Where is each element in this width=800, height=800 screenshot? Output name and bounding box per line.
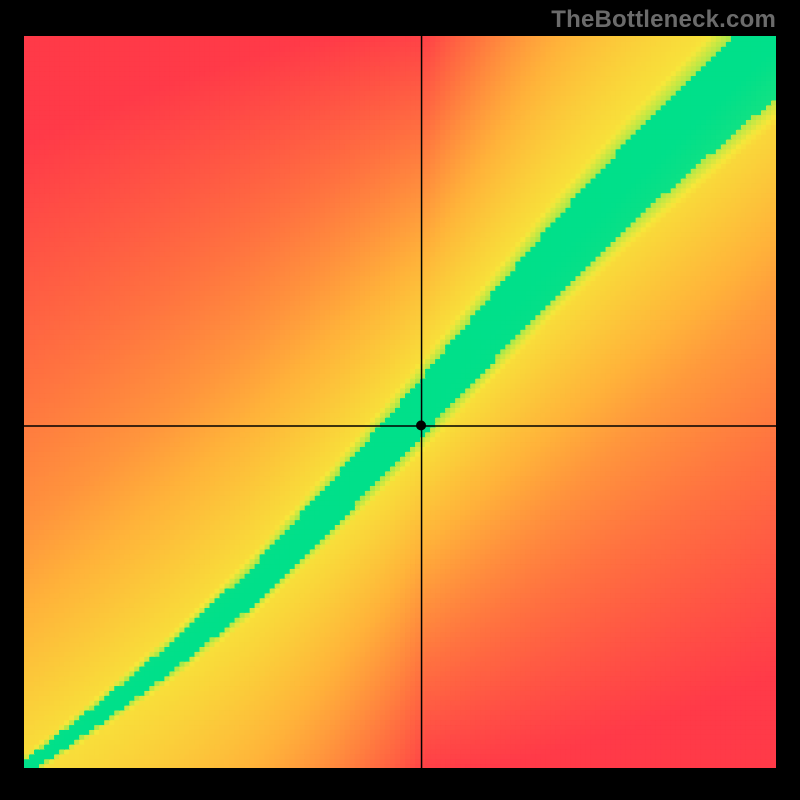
chart-frame: TheBottleneck.com — [0, 0, 800, 800]
watermark-label: TheBottleneck.com — [551, 6, 776, 34]
heatmap-canvas — [24, 36, 776, 768]
